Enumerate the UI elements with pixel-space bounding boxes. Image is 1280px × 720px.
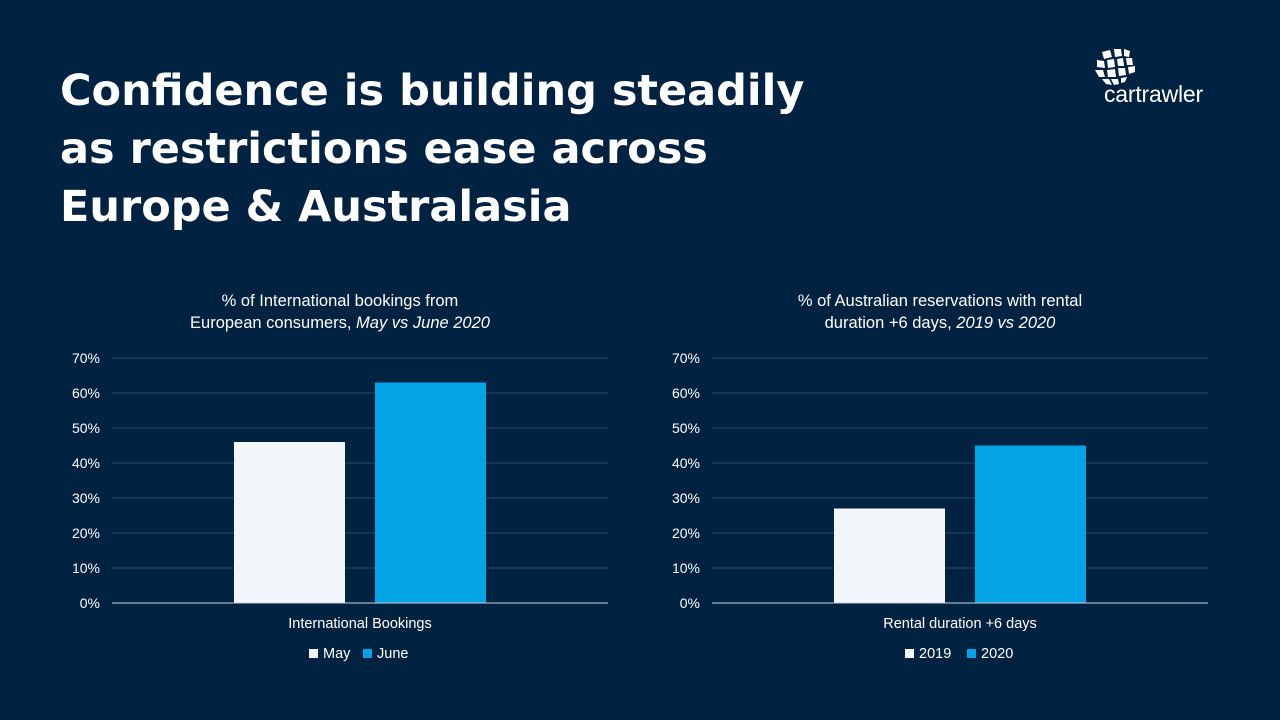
chart-title-italic: 2019 vs 2020 — [956, 314, 1056, 332]
slide-title-line-3: Europe & Australasia — [60, 182, 572, 232]
chart-title-line-2: European consumers, May vs June 2020 — [40, 312, 640, 334]
y-tick-label: 70% — [72, 350, 100, 366]
chart-international-bookings: % of International bookings from Europea… — [40, 286, 640, 686]
bar-2019 — [834, 508, 945, 603]
bar-2020 — [975, 445, 1086, 603]
legend-label: 2020 — [981, 646, 1013, 662]
y-tick-label: 30% — [672, 490, 700, 506]
legend-swatch — [905, 649, 914, 658]
globe-grid-icon — [1095, 49, 1135, 85]
slide-title-line-2: as restrictions ease across — [60, 124, 708, 174]
chart-title-plain: European consumers, — [190, 314, 357, 332]
y-tick-label: 10% — [672, 560, 700, 576]
legend-label: May — [323, 646, 351, 662]
y-tick-label: 30% — [72, 490, 100, 506]
legend-swatch — [309, 649, 318, 658]
y-tick-label: 40% — [672, 455, 700, 471]
y-tick-label: 50% — [672, 420, 700, 436]
cartrawler-logo: cartrawler — [1088, 48, 1228, 112]
bar-chart-svg: 0% 10% 20% 30% 40% 50% 60% 70% Rental duration +… — [672, 350, 1208, 662]
bar-june — [375, 382, 486, 603]
y-tick-label: 40% — [72, 455, 100, 471]
legend-swatch — [967, 649, 976, 658]
slide-title-line-1: Confidence is building steadily — [60, 66, 805, 116]
chart-title-plain: duration +6 days, — [824, 314, 957, 332]
chart-title-line-2: duration +6 days, 2019 vs 2020 — [640, 312, 1240, 334]
y-tick-label: 0% — [680, 595, 700, 611]
x-category-label: International Bookings — [288, 616, 432, 632]
logo-wordmark: cartrawler — [1104, 81, 1203, 107]
y-tick-label: 20% — [672, 525, 700, 541]
chart-rental-duration: % of Australian reservations with rental… — [640, 286, 1240, 686]
y-tick-label: 0% — [80, 595, 100, 611]
bar-may — [234, 442, 345, 603]
y-tick-label: 20% — [72, 525, 100, 541]
bar-chart-svg: 0% 10% 20% 30% 40% 50% 60% 70% International Boo… — [72, 350, 608, 662]
y-tick-label: 70% — [672, 350, 700, 366]
slide-title: Confidence is building steadily as restr… — [60, 62, 820, 236]
chart-title: % of International bookings from Europea… — [40, 290, 640, 334]
legend-swatch — [363, 649, 372, 658]
chart-title-line-1: % of Australian reservations with rental — [797, 292, 1083, 310]
y-tick-label: 60% — [72, 385, 100, 401]
legend-label: June — [377, 646, 408, 662]
chart-title: % of Australian reservations with rental… — [640, 290, 1240, 334]
chart-title-italic: May vs June 2020 — [356, 314, 490, 332]
y-tick-label: 60% — [672, 385, 700, 401]
legend-label: 2019 — [919, 646, 951, 662]
chart-title-line-1: % of International bookings from — [221, 292, 459, 310]
y-tick-label: 10% — [72, 560, 100, 576]
y-tick-label: 50% — [72, 420, 100, 436]
x-category-label: Rental duration +6 days — [883, 616, 1037, 632]
